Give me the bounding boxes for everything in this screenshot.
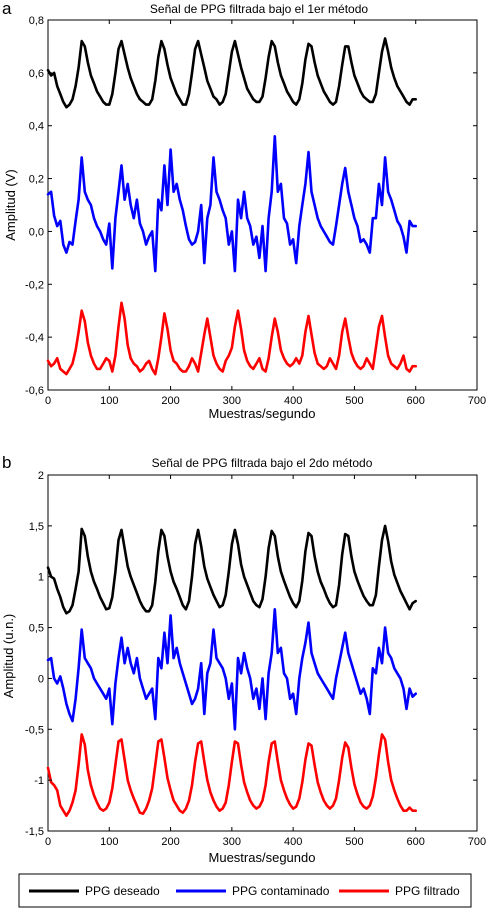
y-tick-label: 0 (38, 673, 44, 685)
y-tick-label: 0,2 (29, 174, 44, 186)
y-tick-label: -0,6 (25, 385, 44, 397)
panel-a-series (46, 37, 418, 376)
y-tick-label: 0,4 (29, 121, 44, 133)
y-tick-label: -1 (34, 775, 44, 787)
panel-b-y-ticks: -1,5 -1 -0,5 0 0,5 1 1,5 2 (25, 470, 44, 838)
x-tick-label: 600 (407, 836, 425, 848)
x-tick-label: 200 (161, 395, 179, 407)
panel-a-x-ticks: 0 100 200 300 400 500 600 700 (45, 395, 486, 407)
x-tick-label: 200 (161, 836, 179, 848)
panel-a-x-axis-label: Muestras/segundo (209, 406, 316, 421)
x-tick-label: 100 (100, 836, 118, 848)
panel-a-plot-frame (47, 19, 478, 391)
panel-b-series-line-ppg-deseado (46, 524, 418, 615)
x-tick-label: 700 (468, 395, 486, 407)
y-tick-label: -1,5 (25, 826, 44, 838)
x-tick-label: 0 (45, 395, 51, 407)
panel-b-x-axis-label: Muestras/segundo (209, 850, 316, 865)
panel-b: b Señal de PPG filtrada bajo el 2do méto… (1, 453, 486, 865)
y-tick-label: -0,2 (25, 279, 44, 291)
x-tick-label: 500 (345, 395, 363, 407)
panel-a-series-line-ppg-contaminado (46, 135, 418, 273)
panel-a-letter: a (2, 0, 12, 18)
x-tick-label: 600 (407, 395, 425, 407)
y-tick-label: 1 (38, 572, 44, 584)
x-tick-label: 700 (468, 836, 486, 848)
panel-b-x-ticks: 0 100 200 300 400 500 600 700 (45, 836, 486, 848)
y-tick-label: 0,5 (29, 623, 44, 635)
panel-b-letter: b (2, 453, 11, 472)
panel-b-plot-frame (47, 474, 478, 832)
y-tick-label: 1,5 (29, 521, 44, 533)
panel-a-y-ticks: -0,6 -0,4 -0,2 0,0 0,2 0,4 0,6 0,8 (25, 15, 44, 397)
x-tick-label: 300 (223, 836, 241, 848)
y-tick-label: -0,4 (25, 332, 44, 344)
panel-b-y-axis-label: Amplitud (u.n.) (1, 614, 16, 699)
panel-b-title: Señal de PPG filtrada bajo el 2do método (152, 456, 373, 470)
legend-label-contaminado: PPG contaminado (232, 884, 330, 898)
y-tick-label: 0,8 (29, 15, 44, 27)
x-tick-label: 0 (45, 836, 51, 848)
panel-b-series-line-ppg-contaminado (46, 607, 418, 731)
x-tick-label: 300 (223, 395, 241, 407)
panel-a-title: Señal de PPG filtrada bajo el 1er método (150, 2, 368, 16)
legend-label-filtrado: PPG filtrado (395, 884, 460, 898)
panel-a-series-line-ppg-filtrado (46, 301, 418, 376)
legend: PPG deseado PPG contaminado PPG filtrado (18, 873, 472, 908)
panel-a-series-line-ppg-deseado (46, 37, 418, 109)
x-tick-label: 400 (284, 395, 302, 407)
x-tick-label: 400 (284, 836, 302, 848)
y-tick-label: 0,6 (29, 68, 44, 80)
legend-box (18, 873, 472, 908)
x-tick-label: 500 (345, 836, 363, 848)
y-tick-label: 0,0 (29, 226, 44, 238)
x-tick-label: 100 (100, 395, 118, 407)
y-tick-label: 2 (38, 470, 44, 482)
panel-a: a Señal de PPG filtrada bajo el 1er méto… (2, 0, 486, 421)
y-tick-label: -0,5 (25, 724, 44, 736)
panel-a-y-axis-label: Amplitud (V) (3, 169, 18, 241)
panel-b-series-line-ppg-filtrado (46, 733, 418, 818)
panel-b-series (46, 524, 418, 818)
legend-label-deseado: PPG deseado (85, 884, 160, 898)
